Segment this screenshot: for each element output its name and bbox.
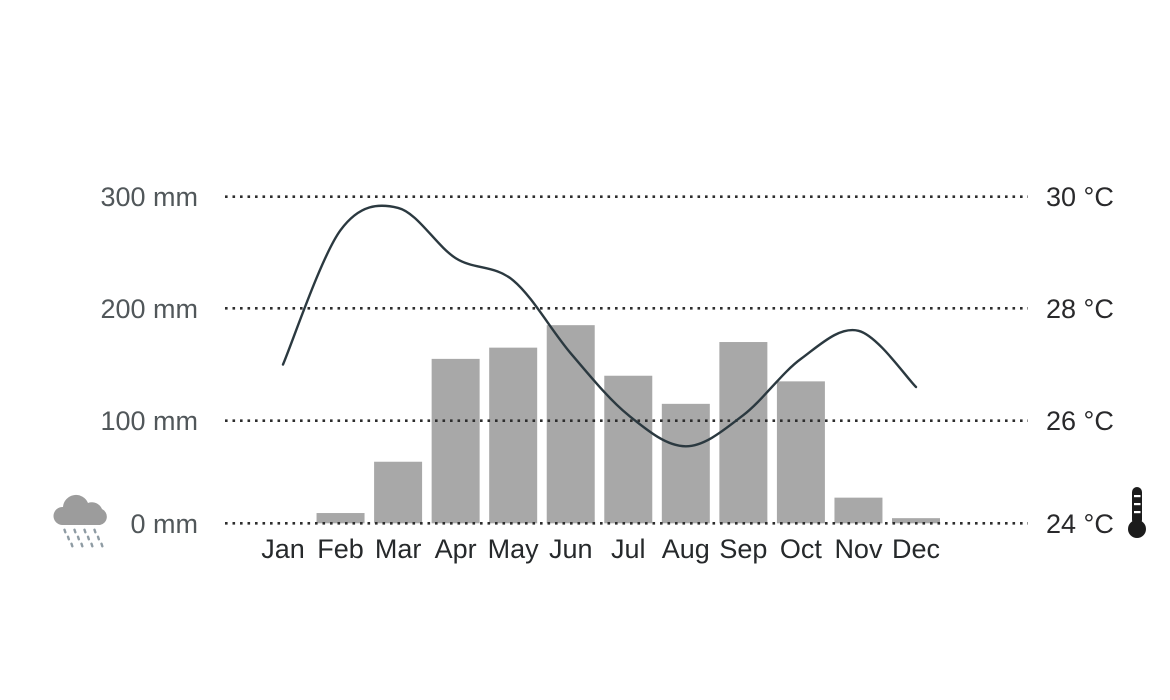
precip-bar-dec bbox=[892, 518, 940, 524]
precip-bar-apr bbox=[431, 358, 480, 524]
precip-bar-aug bbox=[661, 403, 710, 524]
precip-bar-feb bbox=[316, 513, 365, 524]
month-label-nov: Nov bbox=[834, 534, 883, 564]
raindrop bbox=[63, 528, 67, 534]
raindrop bbox=[93, 528, 97, 534]
precip-bar-oct bbox=[776, 381, 825, 524]
precip-bar-jun bbox=[546, 325, 595, 524]
raindrop bbox=[70, 542, 74, 548]
month-label-may: May bbox=[488, 534, 540, 564]
precip-bar-sep bbox=[719, 342, 768, 524]
thermometer-bulb bbox=[1128, 520, 1146, 538]
right-axis-label-28c: 28 °C bbox=[1046, 294, 1114, 324]
precip-bar-may bbox=[489, 347, 538, 524]
month-label-jan: Jan bbox=[261, 534, 305, 564]
cloud-shape bbox=[53, 494, 107, 525]
month-label-apr: Apr bbox=[435, 534, 477, 564]
left-axis-labels: 300 mm 200 mm 100 mm 0 mm bbox=[100, 182, 198, 539]
month-label-mar: Mar bbox=[375, 534, 422, 564]
precipitation-bars bbox=[316, 325, 940, 524]
left-axis-label-200mm: 200 mm bbox=[100, 294, 198, 324]
gridlines bbox=[225, 195, 1028, 525]
raindrop bbox=[73, 528, 77, 534]
left-axis-label-100mm: 100 mm bbox=[100, 406, 198, 436]
month-labels: Jan Feb Mar Apr May Jun Jul Aug Sep Oct Nov Dec bbox=[261, 534, 940, 564]
raindrop bbox=[86, 535, 91, 541]
temperature-line bbox=[281, 204, 918, 448]
raindrop bbox=[66, 535, 71, 541]
thermometer-tick bbox=[1134, 495, 1141, 498]
month-label-jul: Jul bbox=[611, 534, 646, 564]
right-axis-label-30c: 30 °C bbox=[1046, 182, 1114, 212]
raindrop bbox=[83, 528, 87, 534]
right-axis-label-26c: 26 °C bbox=[1046, 406, 1114, 436]
left-axis-label-300mm: 300 mm bbox=[100, 182, 198, 212]
raindrop bbox=[96, 535, 101, 541]
raindrop bbox=[76, 535, 81, 541]
thermometer-icon bbox=[1128, 487, 1146, 538]
month-label-sep: Sep bbox=[719, 534, 767, 564]
right-axis-labels: 30 °C 28 °C 26 °C 24 °C bbox=[1046, 182, 1114, 539]
thermometer-stem bbox=[1132, 487, 1142, 525]
raindrop bbox=[90, 542, 94, 548]
month-label-oct: Oct bbox=[780, 534, 823, 564]
left-axis-label-0mm: 0 mm bbox=[131, 509, 199, 539]
precip-bar-mar bbox=[374, 461, 423, 524]
precip-bar-nov bbox=[834, 497, 883, 524]
month-label-feb: Feb bbox=[317, 534, 364, 564]
right-axis-label-24c: 24 °C bbox=[1046, 509, 1114, 539]
month-label-dec: Dec bbox=[892, 534, 940, 564]
thermometer-tick bbox=[1134, 511, 1141, 514]
month-label-jun: Jun bbox=[549, 534, 593, 564]
rain-cloud-icon bbox=[53, 494, 107, 548]
month-label-aug: Aug bbox=[662, 534, 710, 564]
raindrop bbox=[100, 542, 104, 548]
thermometer-tick bbox=[1134, 503, 1141, 506]
raindrop bbox=[80, 542, 84, 548]
